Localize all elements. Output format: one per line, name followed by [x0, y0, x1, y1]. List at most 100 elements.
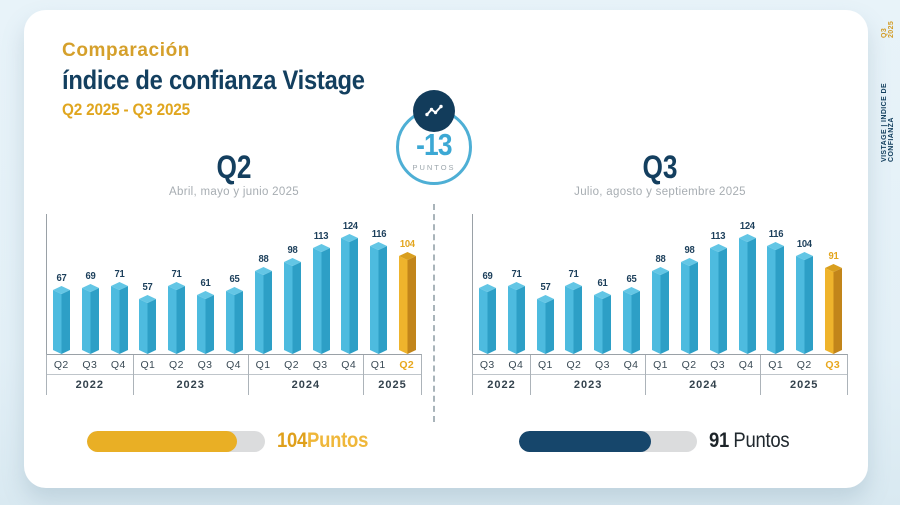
- quarter-label: Q4: [341, 358, 357, 371]
- bar-cell: 57: [134, 281, 163, 354]
- bar-3d: [796, 252, 814, 354]
- bar-cell: 104: [790, 238, 819, 354]
- bar-3d: [283, 258, 301, 354]
- bar-3d: [254, 267, 272, 354]
- bar-value-label: 69: [482, 270, 493, 282]
- bar-3d: [341, 234, 359, 354]
- quarter-label: Q4: [738, 358, 754, 371]
- bar-cell: 124: [335, 220, 364, 354]
- quarter-label: Q3: [595, 358, 610, 371]
- bar-value-label: 113: [710, 230, 726, 242]
- bar-value-label: 69: [85, 270, 96, 282]
- bar-value-label: 98: [287, 244, 298, 256]
- quarter-label: Q2: [796, 358, 812, 371]
- bar-3d: [825, 264, 843, 354]
- header: Comparación índice de confianza Vistage …: [62, 40, 406, 120]
- quarter-label: Q1: [140, 358, 156, 371]
- chart-title: Q3: [642, 149, 678, 185]
- summary-row: 91 Puntos: [472, 429, 848, 453]
- bar-3d: [594, 291, 612, 354]
- quarter-label: Q2: [399, 358, 415, 371]
- bar-cell: 61: [588, 277, 617, 354]
- quarter-label: Q3: [710, 358, 725, 371]
- chart-q3: Q3 Julio, agosto y septiembre 2025 69 71 5…: [472, 149, 848, 453]
- year-label: 2024: [291, 379, 321, 391]
- quarter-label: Q4: [226, 358, 241, 371]
- quarter-label: Q4: [623, 358, 639, 371]
- summary-value: 91: [709, 429, 730, 452]
- progress-track: [87, 430, 266, 452]
- quarter-label: Q1: [653, 358, 668, 371]
- delta-unit: PUNTOS: [412, 162, 456, 172]
- bar-value-label: 124: [342, 220, 358, 232]
- bar-cell: 57: [531, 281, 560, 354]
- quarter-label: Q2: [169, 358, 184, 371]
- quarter-label: Q2: [681, 358, 697, 371]
- axis-year-group: Q3 Q4 2022: [473, 355, 531, 395]
- bar-3d: [312, 244, 330, 354]
- progress-track: [519, 430, 698, 452]
- bar-value-label: 98: [684, 244, 695, 256]
- year-label: 2024: [689, 379, 718, 391]
- bar-3d: [197, 291, 215, 354]
- quarter-label: Q4: [508, 358, 524, 371]
- axis-year-group: Q2 Q3 Q4 2022: [47, 355, 133, 395]
- bar-cell: 88: [646, 253, 675, 354]
- progress-fill: [87, 430, 237, 452]
- bar-value-label: 61: [200, 277, 211, 289]
- bar-3d: [370, 242, 388, 354]
- bar-cell: 69: [76, 270, 105, 354]
- chart-subtitle: Julio, agosto y septiembre 2025: [574, 186, 746, 199]
- bar-value-label: 71: [114, 268, 125, 280]
- bar-cell: 88: [249, 253, 278, 354]
- quarter-label: Q3: [479, 358, 495, 371]
- axis-year-group: Q1 Q2 Q3 Q4 2024: [247, 355, 363, 395]
- bar-value-label: 65: [229, 273, 240, 285]
- delta-value: -13: [416, 126, 452, 162]
- bar-3d: [565, 282, 583, 354]
- bar-3d: [478, 284, 496, 354]
- bar-value-label: 104: [400, 238, 416, 250]
- side-vertical-label: VISTAGE | INDICE DE CONFIANZA Q3 2025: [881, 10, 895, 162]
- bar-value-label: 116: [768, 228, 784, 240]
- quarter-label: Q2: [566, 358, 582, 371]
- bar-cell: 104: [393, 238, 422, 354]
- bar-3d: [709, 244, 727, 354]
- bar-3d: [507, 282, 525, 354]
- bar-value-label: 57: [540, 281, 551, 293]
- summary-row: 104Puntos: [46, 429, 422, 453]
- bar-cell: 116: [761, 228, 790, 354]
- bar-cell: 116: [364, 228, 393, 354]
- chart-title: Q2: [216, 149, 252, 185]
- page-title: índice de confianza Vistage: [62, 65, 365, 95]
- bar-cell: 65: [220, 273, 249, 354]
- quarter-label: Q2: [53, 358, 69, 371]
- bar-plot: 69 71 57 71 61 65 88 98 113 124 116 104 91: [472, 214, 848, 354]
- bar-cell: 98: [675, 244, 704, 354]
- bar-plot: 67 69 71 57 71 61 65 88 98 113 124 116 104: [46, 214, 422, 354]
- bar-3d: [139, 295, 157, 354]
- bar-cell: 113: [307, 230, 336, 354]
- quarter-label: Q1: [537, 358, 553, 371]
- quarter-label: Q1: [370, 358, 386, 371]
- bar-cell: 91: [819, 250, 848, 354]
- axis-year-group: Q1 Q2 2025: [362, 355, 421, 395]
- bar-value-label: 124: [739, 220, 755, 232]
- bar-value-label: 57: [142, 281, 153, 293]
- bar-value-label: 113: [313, 230, 329, 242]
- bar-value-label: 61: [597, 277, 608, 289]
- bar-value-label: 91: [828, 250, 839, 262]
- bar-value-label: 67: [56, 272, 67, 284]
- bar-value-label: 104: [797, 238, 813, 250]
- summary-label: 104Puntos: [277, 429, 368, 453]
- x-axis: Q2 Q3 Q4 2022 Q1 Q2 Q3 Q4 2023 Q1 Q2 Q3 Q4 2024 Q1 Q2 20…: [46, 354, 422, 395]
- quarter-label: Q3: [312, 358, 328, 371]
- bar-cell: 69: [473, 270, 502, 354]
- quarter-label: Q4: [110, 358, 126, 371]
- year-label: 2023: [176, 379, 205, 391]
- quarter-label: Q3: [825, 358, 841, 371]
- bar-value-label: 71: [511, 268, 522, 280]
- bar-3d: [52, 286, 70, 354]
- quarter-label: Q1: [768, 358, 784, 371]
- bar-3d: [651, 267, 669, 354]
